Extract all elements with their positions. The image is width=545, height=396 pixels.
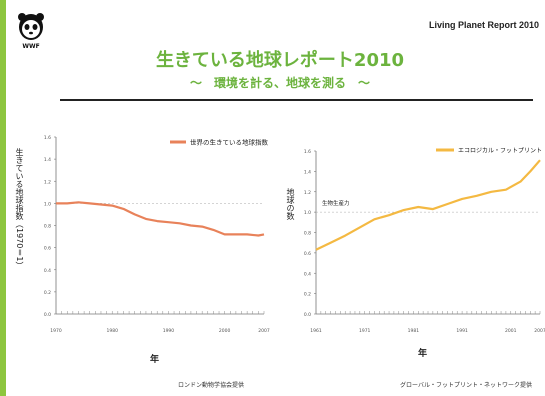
series-line bbox=[56, 201, 265, 237]
legend-label: 世界の生きている地球指数 bbox=[190, 138, 269, 147]
report-label: Living Planet Report 2010 bbox=[428, 20, 539, 30]
y-tick-label: 1.6 bbox=[44, 135, 51, 141]
x-tick-label: 2007 bbox=[534, 328, 545, 334]
x-tick-label: 1980 bbox=[106, 328, 118, 334]
y-tick-label: 1.0 bbox=[44, 201, 51, 207]
chart1-living-planet-index: 0.0 0.2 0.4 0.6 0.8 1.0 1.2 1.4 1.6 1970 1980 1990 2… bbox=[44, 135, 270, 334]
y-tick-label: 0.4 bbox=[304, 271, 311, 277]
y-tick-label: 0.2 bbox=[304, 292, 311, 298]
credit-right: グローバル・フットプリント・ネットワーク提供 bbox=[400, 382, 532, 389]
x-tick-label: 1990 bbox=[163, 328, 175, 334]
x-tick-label: 1971 bbox=[359, 328, 371, 334]
y-tick-label: 1.0 bbox=[304, 210, 311, 216]
y-tick-label: 1.6 bbox=[304, 149, 311, 155]
series-line bbox=[315, 159, 541, 251]
y-tick-label: 0.6 bbox=[44, 246, 51, 252]
y-tick-label: 1.2 bbox=[44, 179, 51, 185]
y-tick-label: 0.2 bbox=[44, 290, 51, 296]
annotation-label: 生物生産力 bbox=[322, 199, 350, 207]
x-tick-label: 2007 bbox=[258, 328, 270, 334]
x-tick-label: 2001 bbox=[505, 328, 517, 334]
page-title: 生きている地球レポート2010 bbox=[155, 50, 405, 71]
y-tick-label: 1.2 bbox=[304, 190, 311, 196]
chart1-ylabel: 生きている地球指数（1970＝1） bbox=[15, 148, 24, 270]
chart2-ecological-footprint: 0.0 0.2 0.4 0.6 0.8 1.0 1.2 1.4 1.6 1961 1971 1981 1… bbox=[304, 148, 545, 335]
credit-left: ロンドン動物学協会提供 bbox=[178, 382, 245, 389]
accent-bar bbox=[0, 0, 6, 396]
y-tick-label: 0.0 bbox=[304, 312, 311, 318]
y-tick-label: 1.4 bbox=[304, 169, 311, 175]
y-tick-label: 0.8 bbox=[44, 224, 51, 230]
y-tick-label: 0.0 bbox=[44, 312, 51, 318]
x-tick-label: 1970 bbox=[50, 328, 62, 334]
y-tick-label: 0.6 bbox=[304, 251, 311, 257]
x-tick-label: 1961 bbox=[310, 328, 322, 334]
y-tick-label: 0.8 bbox=[304, 231, 311, 237]
wwf-logo: WWF bbox=[18, 13, 44, 50]
svg-text:WWF: WWF bbox=[22, 43, 39, 50]
y-tick-label: 0.4 bbox=[44, 268, 51, 274]
chart2-xlabel: 年 bbox=[418, 349, 428, 359]
chart2-ylabel: 地球の数 bbox=[286, 188, 295, 220]
x-tick-label: 1981 bbox=[408, 328, 420, 334]
x-tick-label: 1991 bbox=[456, 328, 468, 334]
page-subtitle: ～ 環境を計る、地球を測る ～ bbox=[189, 76, 370, 90]
chart1-xlabel: 年 bbox=[150, 355, 160, 365]
x-tick-label: 2000 bbox=[219, 328, 231, 334]
y-tick-label: 1.4 bbox=[44, 157, 51, 163]
title-rule bbox=[60, 99, 533, 101]
legend-label: エコロジカル・フットプリント bbox=[458, 148, 542, 155]
